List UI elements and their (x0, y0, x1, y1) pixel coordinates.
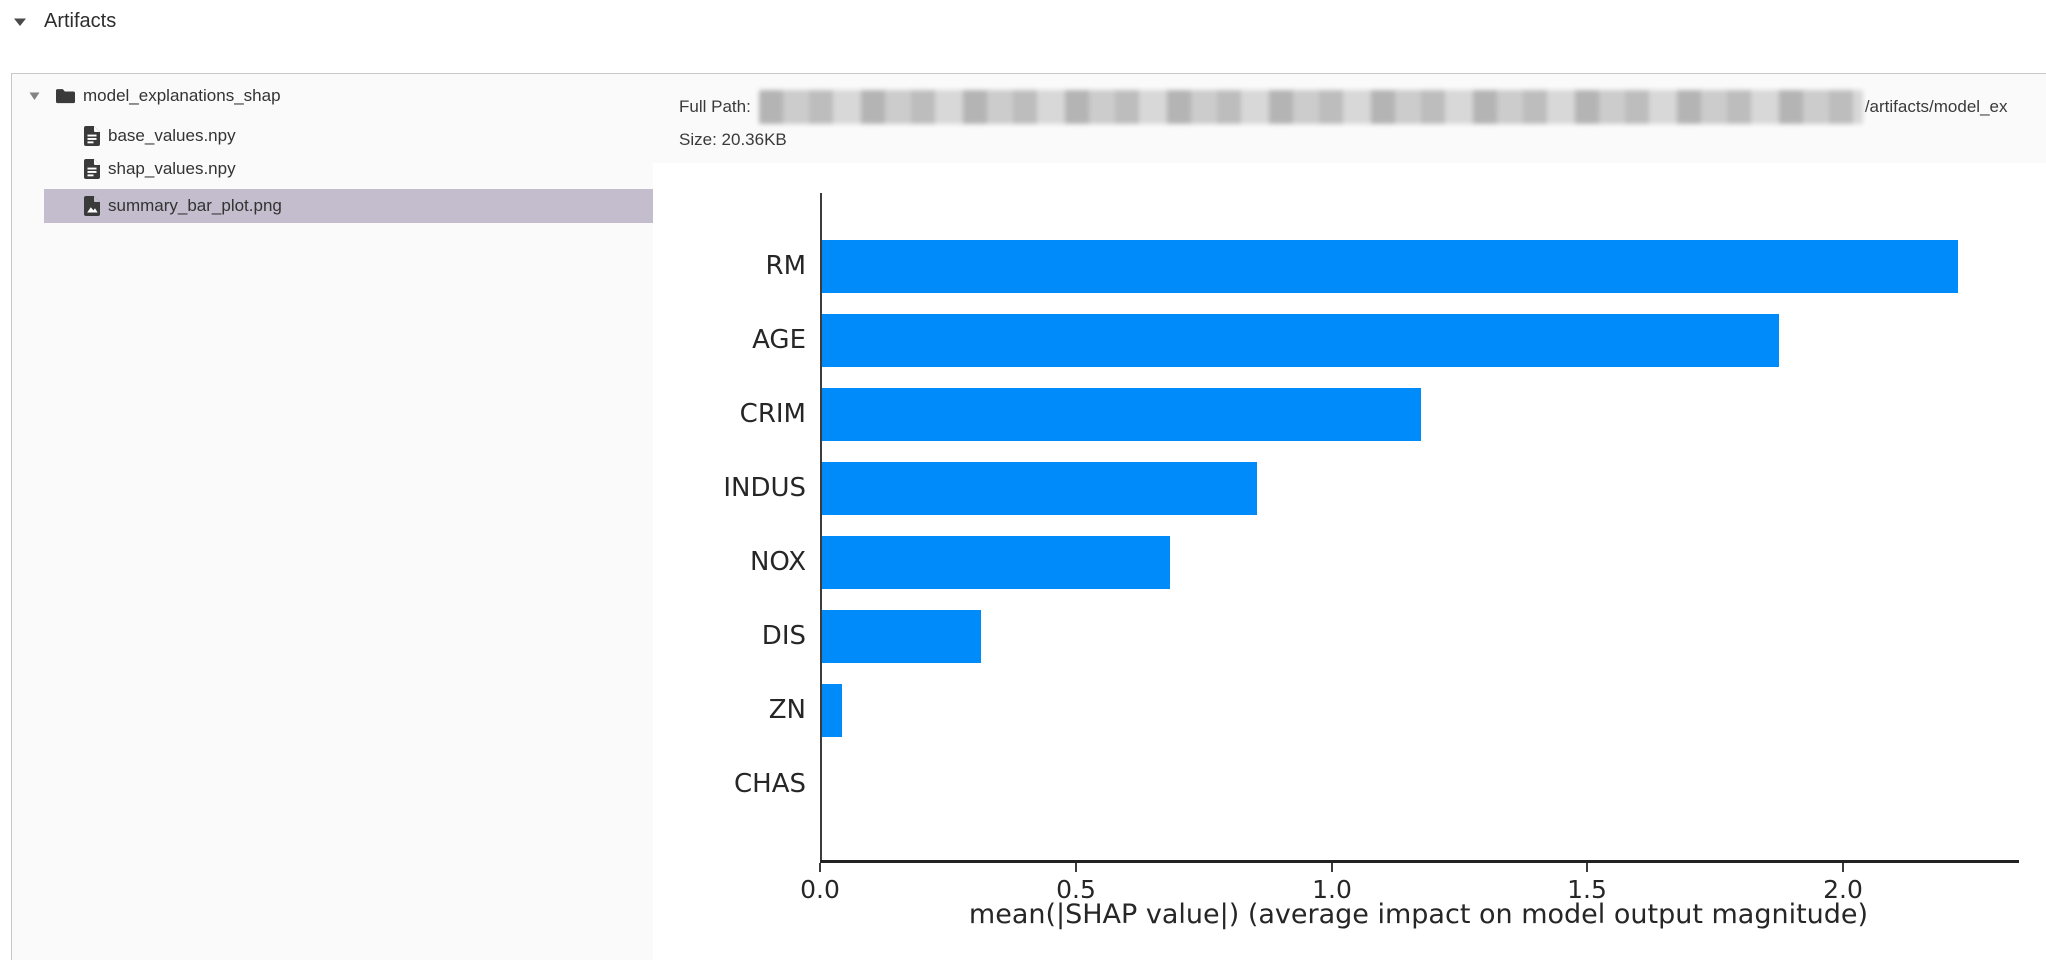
file-label: shap_values.npy (108, 159, 236, 178)
full-path-label: Full Path: (679, 97, 751, 116)
collapse-caret-icon[interactable] (13, 17, 27, 27)
x-axis-spine (820, 860, 2019, 863)
bar-zn (822, 683, 842, 737)
x-tick-mark (1075, 863, 1077, 872)
x-tick-mark (1842, 863, 1844, 872)
category-label: RM (765, 251, 807, 281)
size-value: 20.36KB (721, 130, 787, 149)
tree-node-file-base-values[interactable]: base_values.npy (12, 119, 653, 153)
category-label: DIS (761, 621, 806, 651)
bar-crim (822, 387, 1421, 441)
x-tick-label: 0.0 (800, 875, 840, 904)
redacted-path-blur (758, 90, 1863, 124)
y-axis-spine (820, 193, 822, 863)
x-tick-label: 0.5 (1056, 875, 1096, 904)
x-axis-title: mean(|SHAP value|) (average impact on mo… (968, 899, 1869, 930)
x-tick-label: 1.0 (1312, 875, 1352, 904)
x-tick-mark (819, 863, 821, 872)
category-label: CHAS (734, 769, 806, 799)
file-text-icon (84, 159, 100, 179)
bar-age (822, 313, 1779, 367)
x-tick-label: 1.5 (1567, 875, 1607, 904)
tree-node-file-shap-values[interactable]: shap_values.npy (12, 152, 653, 186)
file-info-bar: Full Path: /artifacts/model_ex Size: 20.… (653, 74, 2046, 163)
bar-nox (822, 535, 1170, 589)
folder-icon (56, 89, 75, 104)
artifact-file-tree: model_explanations_shap base_values.npy … (12, 74, 653, 960)
category-label: CRIM (739, 399, 806, 429)
x-tick-mark (1331, 863, 1333, 872)
plot-area: 0.0 0.5 1.0 1.5 2.0 (800, 193, 2019, 904)
file-label: summary_bar_plot.png (108, 196, 282, 215)
shap-summary-bar-chart: RM AGE CRIM INDUS NOX DIS ZN CHAS (653, 163, 2046, 960)
artifacts-section-header[interactable]: Artifacts (13, 10, 116, 33)
full-path-line: Full Path: /artifacts/model_ex (679, 90, 2046, 124)
bar-rm (822, 239, 1958, 293)
category-label: NOX (749, 547, 806, 577)
folder-label: model_explanations_shap (83, 86, 281, 105)
size-line: Size: 20.36KB (679, 127, 2046, 153)
category-label: AGE (752, 325, 806, 355)
x-tick-mark (1586, 863, 1588, 872)
size-label: Size: (679, 130, 717, 149)
artifact-viewer-panel: model_explanations_shap base_values.npy … (11, 73, 2046, 960)
file-label: base_values.npy (108, 126, 236, 145)
category-label: INDUS (723, 473, 806, 503)
tree-node-folder[interactable]: model_explanations_shap (12, 79, 653, 113)
file-image-icon (84, 196, 100, 216)
category-label: ZN (768, 695, 806, 725)
bar-indus (822, 461, 1257, 515)
x-tick-label: 2.0 (1823, 875, 1863, 904)
artifact-detail-pane: Full Path: /artifacts/model_ex Size: 20.… (653, 74, 2046, 960)
artifacts-title: Artifacts (44, 10, 117, 32)
path-visible-tail: /artifacts/model_ex (1864, 97, 2008, 116)
expand-caret-icon[interactable] (29, 92, 40, 101)
bar-dis (822, 609, 981, 663)
selected-row-highlight (44, 189, 653, 223)
image-preview-area[interactable]: RM AGE CRIM INDUS NOX DIS ZN CHAS (653, 163, 2046, 960)
tree-node-file-summary-bar-plot[interactable]: summary_bar_plot.png (12, 189, 653, 223)
file-text-icon (84, 126, 100, 146)
